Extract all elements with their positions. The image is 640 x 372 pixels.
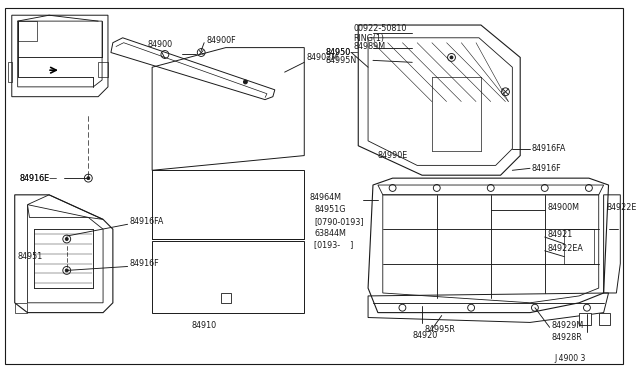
Circle shape (65, 238, 68, 240)
Text: 84920: 84920 (412, 331, 438, 340)
Circle shape (84, 174, 92, 182)
Text: 84990E: 84990E (378, 151, 408, 160)
Text: 84964M: 84964M (309, 193, 341, 202)
Polygon shape (579, 312, 591, 326)
Text: 00922-50810: 00922-50810 (353, 25, 406, 33)
Text: 84928R: 84928R (552, 333, 582, 341)
Circle shape (63, 235, 70, 243)
Text: 84951: 84951 (18, 252, 43, 261)
Circle shape (389, 185, 396, 192)
Text: 84950: 84950 (326, 48, 351, 57)
Text: 84921: 84921 (548, 230, 573, 238)
Text: 84910: 84910 (191, 321, 216, 330)
Text: 84951G: 84951G (314, 205, 346, 214)
Polygon shape (221, 293, 230, 303)
Text: 63844M: 63844M (314, 229, 346, 238)
Text: 84916E: 84916E (20, 174, 50, 183)
Circle shape (447, 54, 456, 61)
Circle shape (450, 56, 453, 59)
Text: 84922EA: 84922EA (548, 244, 584, 253)
Circle shape (87, 177, 90, 180)
Circle shape (399, 304, 406, 311)
Text: 84916F: 84916F (532, 164, 562, 173)
Text: 84916FA: 84916FA (129, 217, 164, 226)
Circle shape (586, 185, 593, 192)
Text: 84929M: 84929M (552, 321, 584, 330)
Text: 84995R: 84995R (424, 325, 455, 334)
Text: 84902M: 84902M (306, 53, 339, 62)
Circle shape (161, 51, 169, 58)
Text: 84995N: 84995N (326, 56, 357, 65)
Text: J 4900 3: J 4900 3 (554, 354, 586, 363)
Circle shape (65, 269, 68, 272)
Text: 84900: 84900 (147, 40, 172, 49)
Polygon shape (598, 312, 611, 326)
Text: 84989M: 84989M (353, 42, 385, 51)
Text: 84916FA: 84916FA (532, 144, 566, 153)
Text: 84922E: 84922E (607, 203, 637, 212)
Text: 84916F: 84916F (129, 259, 159, 268)
Circle shape (584, 304, 590, 311)
Circle shape (63, 266, 70, 274)
Circle shape (197, 49, 205, 57)
Text: RING(1): RING(1) (353, 34, 385, 43)
Text: 84950—: 84950— (326, 48, 359, 57)
Text: 84900M: 84900M (548, 203, 580, 212)
Circle shape (433, 185, 440, 192)
Text: 84916E—: 84916E— (20, 174, 58, 183)
Circle shape (243, 80, 247, 84)
Circle shape (468, 304, 474, 311)
Text: [0790-0193]: [0790-0193] (314, 217, 364, 226)
Circle shape (541, 185, 548, 192)
Circle shape (502, 88, 509, 96)
Text: [0193-    ]: [0193- ] (314, 240, 353, 249)
Circle shape (487, 185, 494, 192)
Circle shape (531, 304, 538, 311)
Text: 84900F: 84900F (206, 36, 236, 45)
